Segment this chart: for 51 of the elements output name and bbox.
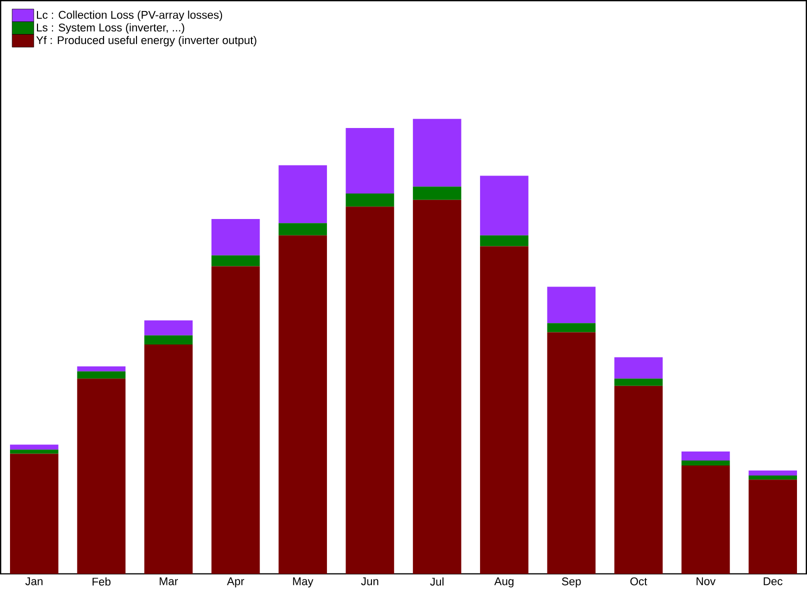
- bar: [278, 165, 327, 224]
- bar: [346, 128, 394, 194]
- bar: [77, 366, 126, 372]
- legend-label: Ls : System Loss (inverter, ...): [36, 23, 184, 34]
- x-tick-label: Mar: [160, 577, 178, 586]
- bar: [480, 176, 528, 236]
- bar: [144, 320, 193, 336]
- bar: [211, 266, 260, 574]
- legend-label: Yf : Produced useful energy (inverter output): [36, 36, 256, 46]
- bar: [144, 344, 193, 574]
- x-tick-label: Apr: [226, 577, 244, 588]
- bar: [681, 466, 730, 574]
- bar: [681, 451, 730, 461]
- bar: [211, 255, 260, 266]
- x-tick-label: Jan: [25, 577, 42, 586]
- bar: [77, 378, 126, 574]
- bar: [412, 200, 462, 574]
- bar: [412, 118, 462, 187]
- bar: [748, 476, 797, 480]
- bar: [10, 450, 58, 454]
- bar: [77, 371, 126, 379]
- bar: [346, 194, 394, 207]
- x-tick-label: Aug: [494, 577, 514, 588]
- bar: [211, 219, 260, 256]
- bar: [547, 286, 596, 324]
- bar: [278, 223, 327, 236]
- bar: [614, 386, 663, 574]
- bar: [547, 332, 596, 574]
- bar: [748, 470, 797, 476]
- bar: [681, 460, 730, 466]
- x-tick-label: Jun: [361, 577, 378, 586]
- x-tick-label: May: [293, 577, 314, 588]
- bar: [547, 323, 596, 332]
- bar: [614, 357, 663, 379]
- bar: [144, 335, 193, 345]
- bar: [412, 186, 462, 200]
- x-tick-label: Oct: [630, 577, 648, 586]
- bar: [748, 480, 797, 574]
- x-tick-label: Jul: [430, 577, 444, 586]
- bar: [480, 246, 528, 574]
- x-tick-label: Feb: [92, 577, 110, 586]
- bar: [614, 378, 663, 386]
- bar: [346, 206, 394, 574]
- bar: [10, 454, 58, 574]
- bar: [278, 235, 327, 574]
- x-tick-label: Sep: [562, 577, 581, 588]
- legend-label: Lc : Collection Loss (PV-array losses): [36, 10, 222, 22]
- x-tick-label: Nov: [696, 577, 716, 586]
- bar: [480, 235, 528, 246]
- x-tick-label: Dec: [764, 577, 782, 586]
- bar: [10, 444, 58, 450]
